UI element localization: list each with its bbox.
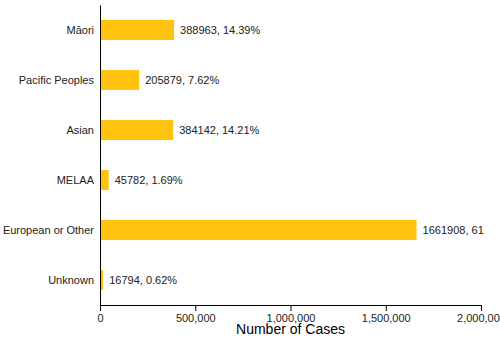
tick-mark bbox=[481, 305, 482, 311]
tick-label: 2,000,000 bbox=[457, 312, 500, 324]
tick-label: 500,000 bbox=[176, 312, 216, 324]
data-labels: 388963, 14.39% 205879, 7.62% 384142, 14.21… bbox=[109, 24, 484, 286]
tick: 2,000,000 bbox=[457, 305, 500, 324]
tick-label: Pacific Peoples bbox=[19, 74, 95, 86]
tick: 500,000 bbox=[176, 305, 216, 324]
bar bbox=[100, 20, 174, 40]
bar bbox=[100, 70, 139, 90]
tick: Māori bbox=[66, 24, 100, 36]
bars bbox=[100, 20, 417, 290]
tick-mark bbox=[291, 305, 292, 311]
tick-label: MELAA bbox=[57, 174, 95, 186]
tick-mark bbox=[100, 305, 101, 311]
axis-title: Number of Cases bbox=[236, 321, 345, 337]
tick-mark bbox=[386, 305, 387, 311]
data-label: 205879, 7.62% bbox=[145, 74, 219, 86]
bar bbox=[100, 120, 173, 140]
tick-label: 1,500,000 bbox=[362, 312, 411, 324]
data-label: 16794, 0.62% bbox=[109, 274, 177, 286]
tick: Unknown bbox=[48, 274, 100, 286]
tick-label: European or Other bbox=[3, 224, 94, 236]
plot: 0500,0001,000,0001,500,0002,000,000Māori… bbox=[3, 6, 500, 324]
tick: MELAA bbox=[57, 174, 100, 186]
tick-mark bbox=[195, 305, 196, 311]
tick-label: Māori bbox=[66, 24, 94, 36]
tick: Asian bbox=[66, 124, 100, 136]
tick-label: 0 bbox=[97, 312, 103, 324]
tick: Pacific Peoples bbox=[19, 74, 100, 86]
tick-label: Unknown bbox=[48, 274, 94, 286]
chart: 0500,0001,000,0001,500,0002,000,000Māori… bbox=[0, 0, 500, 338]
bar bbox=[100, 220, 417, 240]
y-axis: Māori Pacific Peoples Asian MELAA European o… bbox=[3, 6, 101, 306]
tick-label: Asian bbox=[66, 124, 94, 136]
data-label: 384142, 14.21% bbox=[179, 124, 259, 136]
axis-line bbox=[100, 6, 101, 306]
bar bbox=[100, 170, 109, 190]
data-label: 1661908, 61 bbox=[423, 224, 484, 236]
data-label: 388963, 14.39% bbox=[180, 24, 260, 36]
tick: 0 bbox=[97, 305, 103, 324]
tick: 1,500,000 bbox=[362, 305, 411, 324]
data-label: 45782, 1.69% bbox=[115, 174, 183, 186]
tick: European or Other bbox=[3, 224, 100, 236]
